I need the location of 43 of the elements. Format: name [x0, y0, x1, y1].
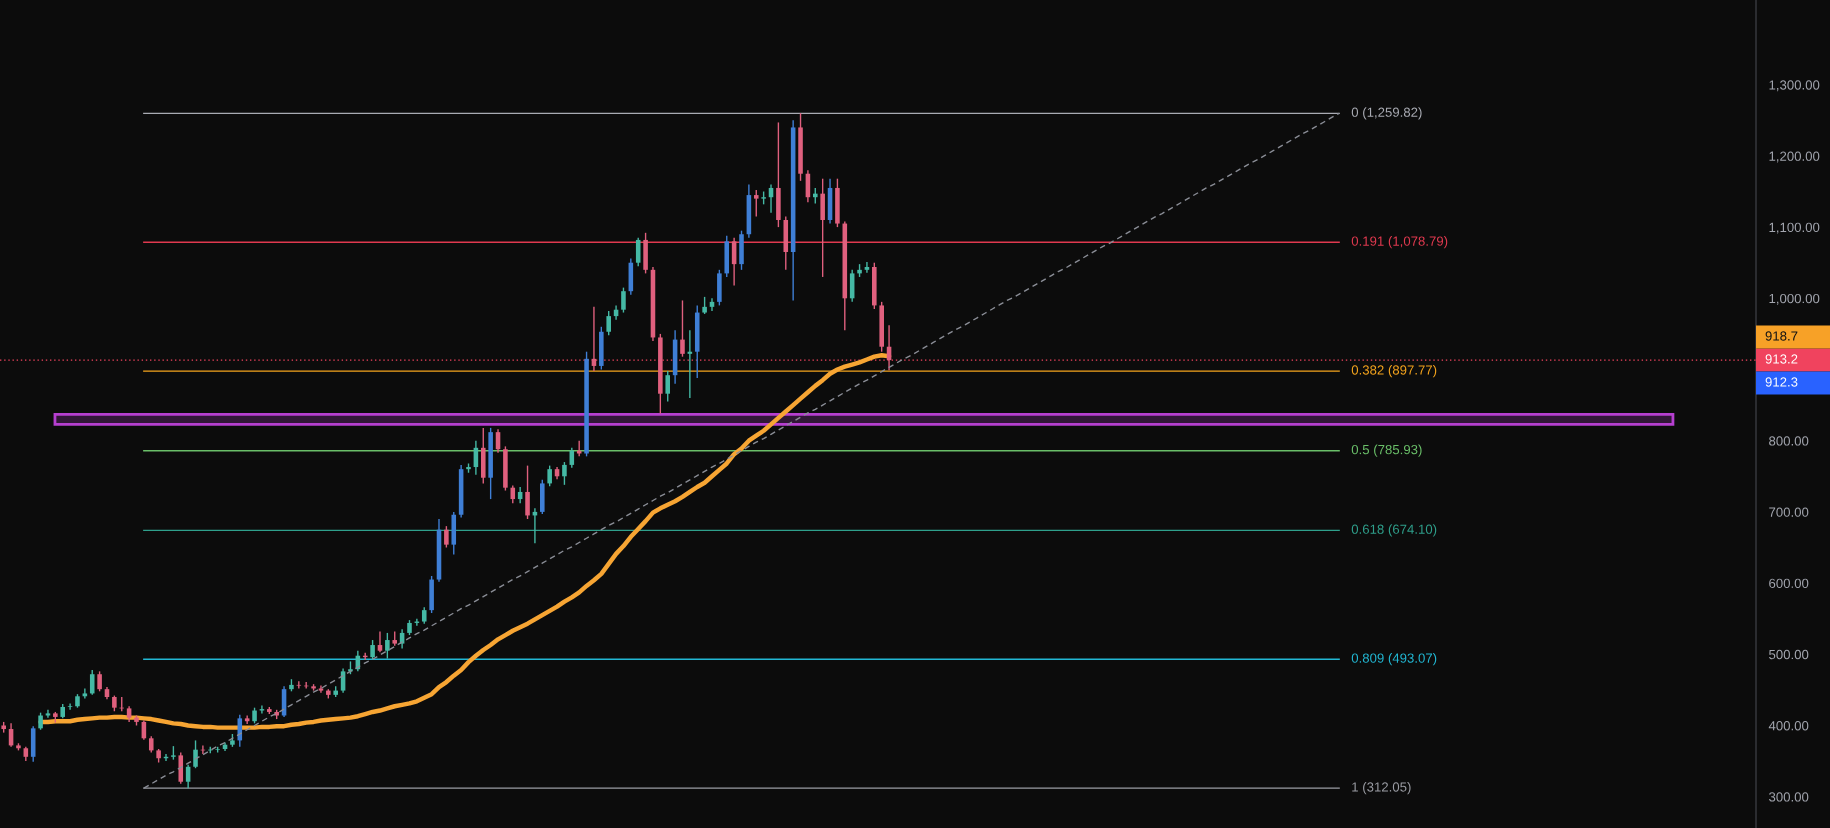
candlestick	[525, 464, 530, 520]
y-tick-label: 1,300.00	[1769, 80, 1820, 92]
candlestick	[296, 680, 302, 690]
candlestick	[193, 739, 198, 769]
ref-line-label: 0.191 (1,078.79)	[1351, 236, 1448, 249]
ref-line-label: 0 (1,259.82)	[1351, 107, 1422, 120]
text: 912.3	[1765, 377, 1798, 387]
candlestick	[444, 525, 449, 549]
candlestick	[753, 189, 759, 218]
candlestick	[45, 709, 51, 719]
candlestick	[377, 630, 383, 653]
ref-line-label: 0.5 (785.93)	[1351, 444, 1422, 457]
y-tick-label: 400.00	[1768, 721, 1809, 731]
candlestick	[97, 670, 102, 693]
text: 918.7	[1765, 331, 1798, 341]
ref-line-label: 1 (312.05)	[1352, 781, 1411, 795]
candlestick	[680, 299, 685, 358]
candlestick	[606, 310, 611, 337]
candlestick	[621, 286, 626, 314]
candlestick	[67, 702, 73, 711]
ref-line-label: 0.382 (897.77)	[1351, 364, 1437, 378]
ref-line-label: 913.2	[1765, 354, 1798, 364]
candlestick	[547, 464, 552, 487]
candlestick	[259, 704, 265, 715]
candlestick	[562, 461, 567, 486]
line-series	[143, 112, 1340, 789]
candlestick	[82, 687, 88, 700]
candlestick	[370, 639, 375, 660]
y-tick-label: 600.00	[1769, 578, 1809, 588]
y-tick-label: 500.00	[1769, 649, 1809, 660]
y-tick-label: 800.00	[1769, 436, 1809, 446]
candlestick	[576, 440, 582, 458]
y-tick-label: 1,100.00	[1769, 222, 1820, 234]
candlestick	[665, 370, 671, 403]
ref-line-label: 0.618 (674.10)	[1351, 524, 1437, 537]
candlestick	[89, 669, 95, 696]
candlestick	[385, 632, 390, 660]
candlestick	[864, 261, 870, 274]
y-tick-label: 1,200.00	[1769, 151, 1820, 163]
y-tick-label: 300.00	[1769, 792, 1809, 802]
y-tick-label: 1,000.00	[1769, 293, 1820, 305]
y-tick-label: 700.00	[1769, 507, 1809, 517]
ref-line-label: 0.809 (493.07)	[1351, 653, 1437, 666]
